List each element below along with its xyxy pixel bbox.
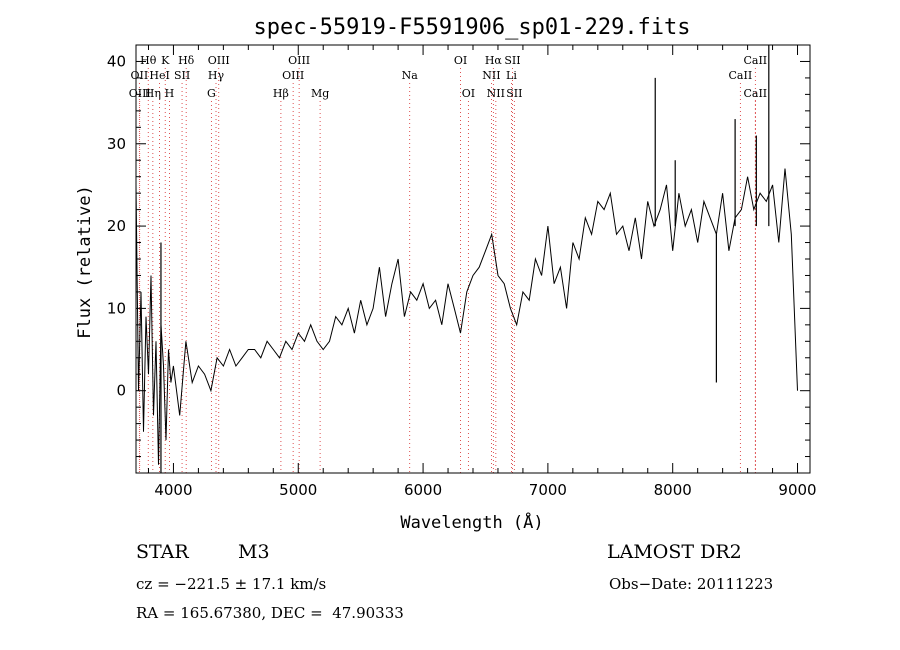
flux-series-line <box>135 168 798 465</box>
object-class: STAR <box>136 541 189 563</box>
survey-name: LAMOST DR2 <box>607 541 742 563</box>
spectral-line-label: OIII <box>208 54 230 67</box>
spectral-line-label: CaII <box>743 87 767 100</box>
spectral-line-label: Li <box>506 69 517 82</box>
spectral-line-label: Na <box>402 69 419 82</box>
spectral-line-label: NII <box>482 69 500 82</box>
x-tick-label: 7000 <box>529 481 567 499</box>
spectral-line-label: OIII <box>288 54 310 67</box>
ra-dec-coordinates: RA = 165.67380, DEC = 47.90333 <box>136 604 404 622</box>
spectral-line-label: Hη <box>145 87 161 100</box>
x-tick-label: 5000 <box>279 481 317 499</box>
y-tick-label: 30 <box>107 135 126 153</box>
spectral-line-label: OIII <box>129 87 151 100</box>
y-axis-label: Flux (relative) <box>75 185 95 339</box>
redshift-cz: cz = −221.5 ± 17.1 km/s <box>136 575 327 593</box>
x-tick-label: 9000 <box>778 481 816 499</box>
y-tick-label: 20 <box>107 217 126 235</box>
x-axis-label: Wavelength (Å) <box>400 511 543 533</box>
observation-date: Obs−Date: 20111223 <box>609 575 774 593</box>
plot-layer: Hθ OII OIII K HeI Hη SII H Hδ OIII Hγ G Hβ OIII OIII Mg… <box>107 44 817 499</box>
spectral-line-label: H <box>165 87 175 100</box>
spectral-line-label: K <box>161 54 170 67</box>
plot-frame <box>135 44 811 474</box>
spectral-line-label: Hγ <box>208 69 225 82</box>
spectral-line-label: OIII <box>282 69 304 82</box>
x-tick-label: 6000 <box>404 481 442 499</box>
spectral-line-label: SII <box>174 69 190 82</box>
spectral-line-label: Hδ <box>178 54 195 67</box>
y-tick-label: 40 <box>107 52 126 70</box>
spectral-line-label: SII <box>504 54 520 67</box>
y-tick-label: 10 <box>107 299 126 317</box>
spectral-line-label: OI <box>462 87 475 100</box>
spectral-line-label: CaII <box>729 69 753 82</box>
spectral-line-label: OII <box>131 69 149 82</box>
spectral-line-label: OI <box>454 54 467 67</box>
x-tick-label: 8000 <box>654 481 692 499</box>
spectral-line-label: SII <box>506 87 522 100</box>
object-subclass: M3 <box>238 541 270 563</box>
spectral-line-label: NII <box>487 87 505 100</box>
spectral-line-label: Hθ <box>140 54 157 67</box>
spectral-line-label: Hβ <box>273 87 289 100</box>
y-tick-label: 0 <box>116 382 126 400</box>
spectral-line-label: CaII <box>743 54 767 67</box>
x-tick-label: 4000 <box>154 481 192 499</box>
spectral-line-label: Hα <box>485 54 503 67</box>
spectral-line-label: HeI <box>149 69 169 82</box>
spectral-line-label: Mg <box>311 87 329 100</box>
spectral-line-label: G <box>207 87 216 100</box>
chart-title: spec-55919-F5591906_sp01-229.fits <box>253 15 690 40</box>
